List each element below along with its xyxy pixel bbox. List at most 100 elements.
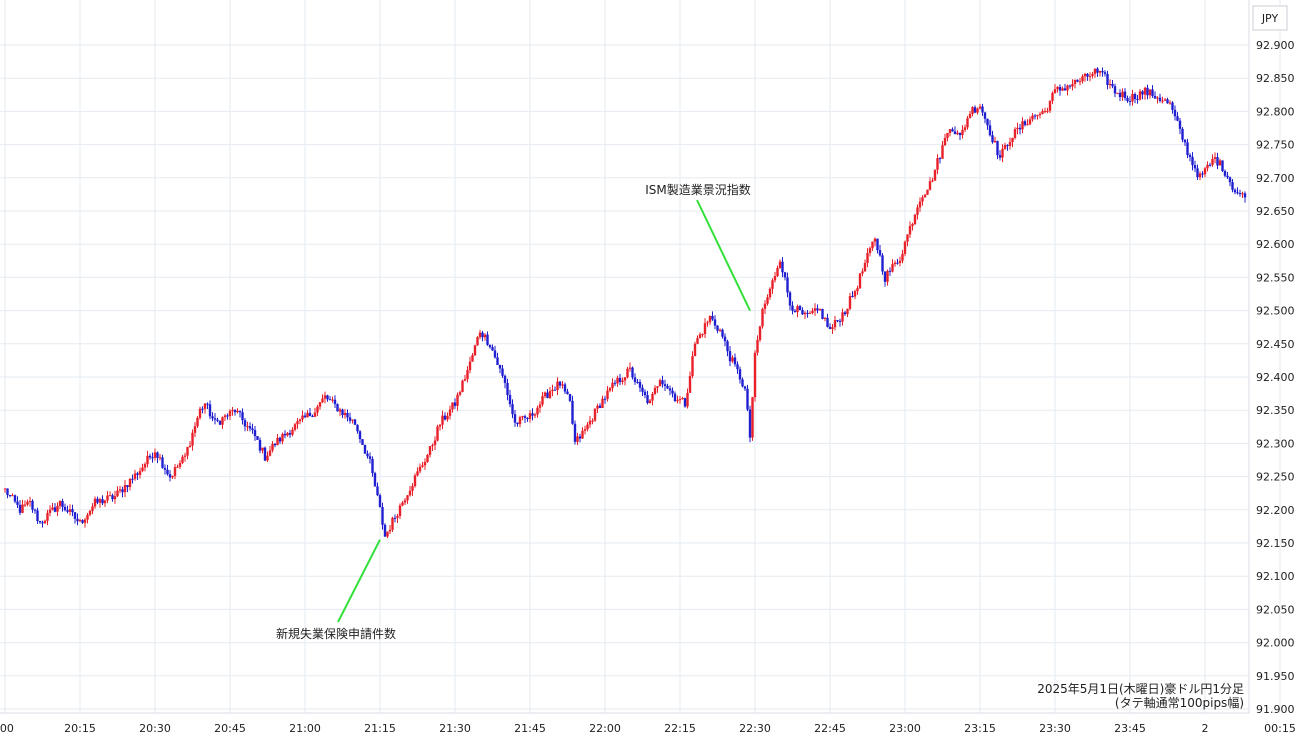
candle xyxy=(1041,108,1044,115)
y-tick-label: 92.500 xyxy=(1256,305,1295,318)
candle xyxy=(421,461,424,468)
candle xyxy=(23,500,27,507)
candle-body xyxy=(1178,120,1182,129)
candle xyxy=(261,447,264,454)
y-tick-label: 92.250 xyxy=(1256,471,1295,484)
candle xyxy=(418,463,422,474)
candle-body xyxy=(543,392,547,397)
candle xyxy=(446,412,449,422)
candle xyxy=(366,450,369,459)
candle-body xyxy=(146,455,149,465)
candle-body xyxy=(1058,86,1062,91)
candle xyxy=(1013,127,1017,140)
candle xyxy=(456,392,459,411)
candle xyxy=(911,222,914,231)
candle xyxy=(268,445,272,457)
candle xyxy=(306,410,309,418)
candle xyxy=(758,325,762,343)
candle xyxy=(586,422,589,432)
candle-body xyxy=(496,357,499,365)
candle-body xyxy=(86,514,89,520)
candle xyxy=(488,344,492,349)
candle-body xyxy=(513,414,517,423)
candle-body xyxy=(216,419,219,421)
candle xyxy=(481,330,484,342)
candle xyxy=(1176,112,1179,122)
y-tick-label: 92.400 xyxy=(1256,371,1295,384)
candle-body xyxy=(1103,72,1107,74)
candle-body xyxy=(338,409,342,412)
candle-body xyxy=(428,446,432,455)
candle-body xyxy=(518,417,522,425)
candle xyxy=(1081,74,1084,84)
candle xyxy=(398,503,402,519)
candle xyxy=(671,387,674,398)
candle-body xyxy=(61,501,64,507)
candle xyxy=(1146,84,1149,100)
candle xyxy=(728,346,732,367)
candle-body xyxy=(771,280,774,289)
candle-body xyxy=(31,500,34,510)
candle xyxy=(416,467,419,477)
candle-body xyxy=(986,118,989,126)
candle xyxy=(123,479,127,498)
candle xyxy=(241,408,244,425)
candle-body xyxy=(1043,111,1047,113)
candle xyxy=(516,422,519,427)
candle-body xyxy=(598,405,602,408)
candle-body xyxy=(373,473,377,487)
candle xyxy=(686,388,689,409)
candle-body xyxy=(733,357,737,365)
candle-body xyxy=(66,510,69,512)
candle xyxy=(1216,152,1219,170)
candle xyxy=(391,516,394,533)
candle xyxy=(286,432,289,437)
candle xyxy=(73,512,77,524)
candle xyxy=(6,488,9,499)
candle xyxy=(1168,100,1172,105)
candle-body xyxy=(323,395,327,399)
candle-body xyxy=(1098,71,1102,73)
candle-body xyxy=(96,498,99,503)
candle-body xyxy=(33,509,37,511)
candle xyxy=(841,308,844,326)
candle xyxy=(243,418,247,432)
candle xyxy=(441,410,444,430)
candle-body xyxy=(928,181,932,190)
candle xyxy=(743,385,747,392)
candle xyxy=(168,470,172,482)
candle-body xyxy=(436,426,439,441)
candle xyxy=(1086,73,1089,81)
candle xyxy=(693,341,697,357)
candle xyxy=(36,507,39,524)
candle xyxy=(886,269,889,286)
candle xyxy=(298,418,302,425)
candle xyxy=(66,505,69,514)
candle-body xyxy=(123,485,127,493)
candle xyxy=(278,436,282,445)
candle xyxy=(381,502,384,530)
candle xyxy=(223,413,227,422)
candle xyxy=(861,268,864,277)
candle xyxy=(636,378,639,384)
candle xyxy=(373,471,377,487)
candle xyxy=(331,396,334,403)
candle-body xyxy=(546,392,549,398)
candle xyxy=(16,496,19,508)
candle-body xyxy=(111,495,114,500)
candle-body xyxy=(768,288,772,298)
candle xyxy=(121,486,124,498)
candle-body xyxy=(221,417,224,425)
candle xyxy=(1091,71,1094,79)
candle-body xyxy=(6,488,9,496)
candle-body xyxy=(641,387,644,392)
candle-body xyxy=(631,367,634,378)
candle xyxy=(428,445,432,458)
candle xyxy=(253,426,257,441)
candle-body xyxy=(181,456,184,463)
candle xyxy=(988,120,992,137)
candle xyxy=(986,118,989,130)
candle xyxy=(193,422,197,438)
candle-body xyxy=(786,277,789,293)
candle xyxy=(113,490,117,504)
